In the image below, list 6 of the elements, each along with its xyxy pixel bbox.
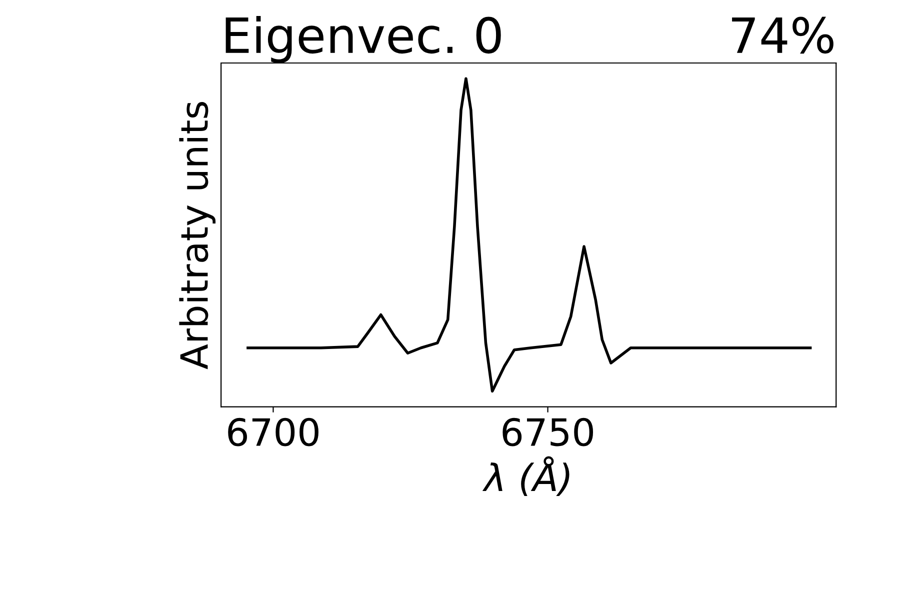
y-axis-title: Arbitraty units [179,102,216,370]
text: 74% [732,16,834,54]
x-tick-label: 6700 [228,418,318,446]
chart-title: Eigenvec. 0 [226,16,501,63]
x-tick-label: 6750 [502,418,594,446]
x-axis-title: λ (Å) [482,456,570,496]
